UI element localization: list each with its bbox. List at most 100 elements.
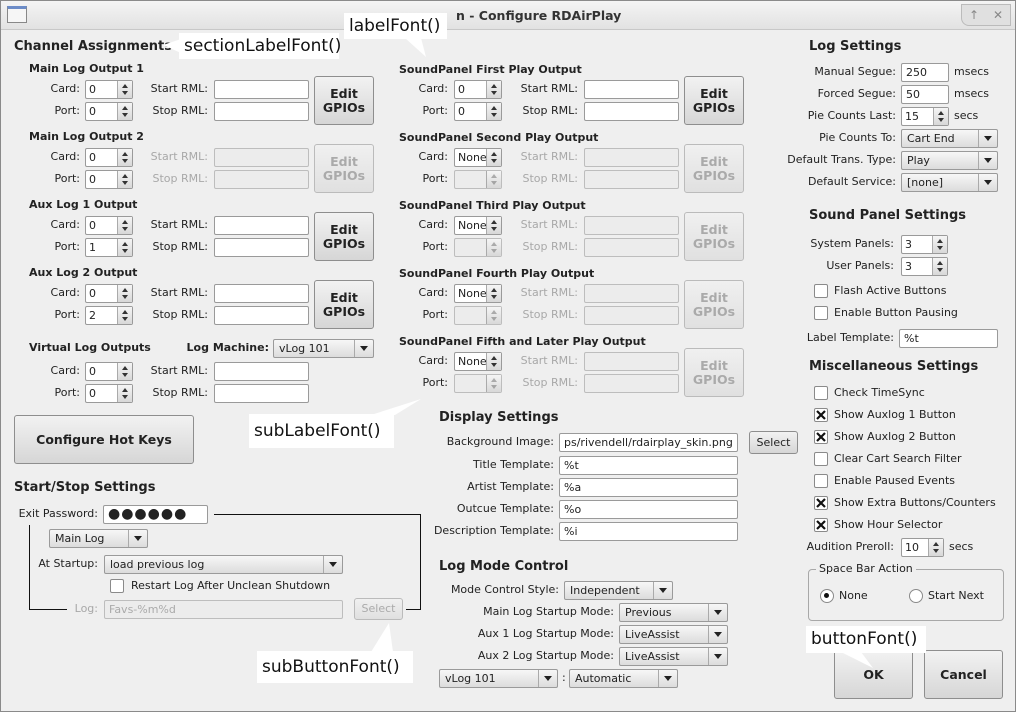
up-arrow-icon[interactable]	[937, 239, 943, 243]
misc-checkbox[interactable]	[814, 452, 828, 466]
stop-rml-input[interactable]	[584, 102, 679, 121]
pie-counts-last-spinbox[interactable]: 15	[901, 107, 949, 126]
up-arrow-icon[interactable]	[491, 152, 497, 156]
ok-button[interactable]: OK	[834, 650, 913, 699]
start-rml-input[interactable]	[214, 362, 309, 381]
default-trans-type-combo[interactable]: Play	[901, 151, 998, 170]
port-spinbox[interactable]: 0	[85, 102, 133, 121]
up-arrow-icon[interactable]	[491, 378, 497, 382]
edit-gpios-button[interactable]: Edit GPIOs	[314, 280, 374, 329]
spin-arrows[interactable]	[486, 103, 501, 120]
card-spinbox[interactable]: 0	[85, 148, 133, 167]
stop-rml-input[interactable]	[214, 306, 309, 325]
default-service-combo[interactable]: [none]	[901, 173, 998, 192]
spin-arrows[interactable]	[486, 307, 501, 324]
start-rml-input[interactable]	[214, 284, 309, 303]
chevron-down-icon[interactable]	[323, 556, 342, 573]
at-startup-combo[interactable]: load previous log	[104, 555, 343, 574]
sound-panel-checkbox[interactable]	[814, 306, 828, 320]
up-arrow-icon[interactable]	[938, 111, 944, 115]
down-arrow-icon[interactable]	[122, 317, 128, 321]
space-bar-radio-0[interactable]	[820, 589, 834, 603]
up-arrow-icon[interactable]	[122, 310, 128, 314]
aux1-log-startup-mode-combo[interactable]: LiveAssist	[619, 625, 728, 644]
down-arrow-icon[interactable]	[491, 385, 497, 389]
card-spinbox[interactable]: None	[454, 216, 502, 235]
spin-arrows[interactable]	[117, 385, 132, 402]
spin-arrows[interactable]	[932, 236, 947, 253]
card-spinbox[interactable]: 0	[85, 80, 133, 99]
down-arrow-icon[interactable]	[491, 227, 497, 231]
chevron-down-icon[interactable]	[658, 670, 677, 687]
up-arrow-icon[interactable]	[122, 84, 128, 88]
up-arrow-icon[interactable]	[937, 261, 943, 265]
vlog-mode-combo[interactable]: Automatic	[569, 669, 678, 688]
spin-arrows[interactable]	[928, 539, 943, 556]
chevron-down-icon[interactable]	[978, 152, 997, 169]
main-log-startup-mode-combo[interactable]: Previous	[619, 603, 728, 622]
up-arrow-icon[interactable]	[122, 174, 128, 178]
misc-checkbox[interactable]	[814, 408, 828, 422]
down-arrow-icon[interactable]	[491, 181, 497, 185]
down-arrow-icon[interactable]	[491, 91, 497, 95]
spin-arrows[interactable]	[117, 363, 132, 380]
spin-arrows[interactable]	[486, 375, 501, 392]
shade-icon[interactable]: ↑	[968, 8, 980, 22]
up-arrow-icon[interactable]	[122, 388, 128, 392]
down-arrow-icon[interactable]	[122, 181, 128, 185]
spin-arrows[interactable]	[117, 171, 132, 188]
spin-arrows[interactable]	[486, 149, 501, 166]
up-arrow-icon[interactable]	[491, 356, 497, 360]
spin-arrows[interactable]	[117, 239, 132, 256]
up-arrow-icon[interactable]	[491, 310, 497, 314]
start-rml-input[interactable]	[584, 80, 679, 99]
port-spinbox[interactable]: 2	[85, 306, 133, 325]
misc-checkbox[interactable]	[814, 496, 828, 510]
restart-log-checkbox[interactable]	[110, 579, 124, 593]
misc-checkbox[interactable]	[814, 474, 828, 488]
mode-control-style-combo[interactable]: Independent	[564, 581, 673, 600]
card-spinbox[interactable]: None	[454, 284, 502, 303]
down-arrow-icon[interactable]	[491, 295, 497, 299]
spin-arrows[interactable]	[486, 171, 501, 188]
port-spinbox[interactable]: 1	[85, 238, 133, 257]
spin-arrows[interactable]	[486, 285, 501, 302]
down-arrow-icon[interactable]	[937, 268, 943, 272]
edit-gpios-button[interactable]: Edit GPIOs	[314, 212, 374, 261]
card-spinbox[interactable]: 0	[85, 216, 133, 235]
spin-arrows[interactable]	[117, 149, 132, 166]
spin-arrows[interactable]	[932, 258, 947, 275]
up-arrow-icon[interactable]	[122, 242, 128, 246]
down-arrow-icon[interactable]	[122, 113, 128, 117]
chevron-down-icon[interactable]	[978, 130, 997, 147]
card-spinbox[interactable]: None	[454, 148, 502, 167]
stop-rml-input[interactable]	[214, 102, 309, 121]
down-arrow-icon[interactable]	[491, 249, 497, 253]
vlog-machine-combo[interactable]: vLog 101	[439, 669, 558, 688]
configure-hot-keys-button[interactable]: Configure Hot Keys	[14, 415, 194, 464]
title-template-input[interactable]: %t	[559, 456, 738, 475]
chevron-down-icon[interactable]	[354, 340, 373, 357]
edit-gpios-button[interactable]: Edit GPIOs	[314, 76, 374, 125]
misc-checkbox[interactable]	[814, 386, 828, 400]
spin-arrows[interactable]	[117, 307, 132, 324]
down-arrow-icon[interactable]	[122, 373, 128, 377]
user-panels-spinbox[interactable]: 3	[901, 257, 948, 276]
up-arrow-icon[interactable]	[491, 242, 497, 246]
down-arrow-icon[interactable]	[937, 246, 943, 250]
spin-arrows[interactable]	[486, 217, 501, 234]
space-bar-radio-1[interactable]	[909, 589, 923, 603]
down-arrow-icon[interactable]	[122, 249, 128, 253]
stop-rml-input[interactable]	[214, 238, 309, 257]
up-arrow-icon[interactable]	[491, 288, 497, 292]
log-machine-combo[interactable]: vLog 101	[273, 339, 374, 358]
background-image-input[interactable]: ps/rivendell/rdairplay_skin.png	[559, 433, 738, 452]
up-arrow-icon[interactable]	[491, 84, 497, 88]
up-arrow-icon[interactable]	[122, 106, 128, 110]
cancel-button[interactable]: Cancel	[924, 650, 1003, 699]
spin-arrows[interactable]	[486, 81, 501, 98]
spin-arrows[interactable]	[486, 239, 501, 256]
chevron-down-icon[interactable]	[708, 648, 727, 665]
stop-rml-input[interactable]	[214, 384, 309, 403]
up-arrow-icon[interactable]	[122, 288, 128, 292]
